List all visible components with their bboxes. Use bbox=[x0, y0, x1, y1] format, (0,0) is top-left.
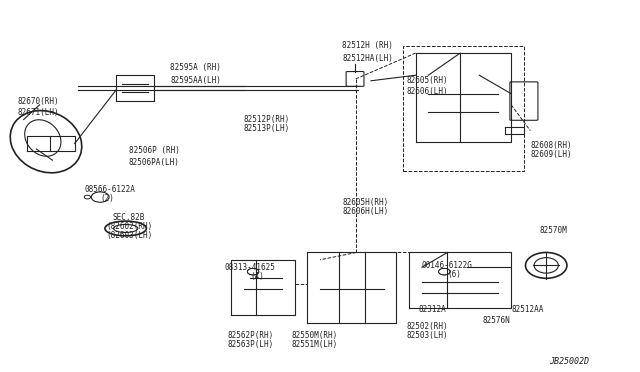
Text: 82551M(LH): 82551M(LH) bbox=[291, 340, 337, 349]
Text: 82606H(LH): 82606H(LH) bbox=[342, 207, 388, 217]
Text: 82506PA(LH): 82506PA(LH) bbox=[129, 157, 180, 167]
Text: 82609(LH): 82609(LH) bbox=[531, 150, 572, 159]
Text: 82513P(LH): 82513P(LH) bbox=[244, 124, 290, 133]
Text: (82602(RH): (82602(RH) bbox=[106, 222, 153, 231]
Text: 82671(LH): 82671(LH) bbox=[17, 108, 59, 117]
Text: 82563P(LH): 82563P(LH) bbox=[228, 340, 274, 349]
Text: 82512AA: 82512AA bbox=[511, 305, 543, 314]
Text: 82570M: 82570M bbox=[540, 226, 568, 235]
Text: 82605(RH): 82605(RH) bbox=[406, 76, 447, 85]
Text: (4): (4) bbox=[250, 272, 264, 281]
Text: 82512H (RH): 82512H (RH) bbox=[342, 41, 393, 50]
Text: 82503(LH): 82503(LH) bbox=[406, 331, 447, 340]
Text: 82606(LH): 82606(LH) bbox=[406, 87, 447, 96]
Text: SEC.82B: SEC.82B bbox=[113, 213, 145, 222]
Text: 82502(RH): 82502(RH) bbox=[406, 322, 447, 331]
Text: 82512P(RH): 82512P(RH) bbox=[244, 115, 290, 124]
Text: 82605H(RH): 82605H(RH) bbox=[342, 198, 388, 207]
Text: 82312A: 82312A bbox=[419, 305, 447, 314]
Text: 08566-6122A: 08566-6122A bbox=[84, 185, 135, 194]
Text: 82576N: 82576N bbox=[483, 316, 510, 325]
Text: 82562P(RH): 82562P(RH) bbox=[228, 331, 274, 340]
Text: 00146-6122G: 00146-6122G bbox=[422, 261, 473, 270]
Text: 82550M(RH): 82550M(RH) bbox=[291, 331, 337, 340]
Text: JB25002D: JB25002D bbox=[549, 357, 589, 366]
Text: (6): (6) bbox=[447, 270, 461, 279]
Text: 08313-41625: 08313-41625 bbox=[225, 263, 275, 272]
Text: 82595AA(LH): 82595AA(LH) bbox=[170, 76, 221, 85]
Text: 82608(RH): 82608(RH) bbox=[531, 141, 572, 150]
Text: 82670(RH): 82670(RH) bbox=[17, 97, 59, 106]
Text: (82603(LH): (82603(LH) bbox=[106, 231, 153, 240]
Ellipse shape bbox=[113, 224, 138, 232]
Text: 82512HA(LH): 82512HA(LH) bbox=[342, 54, 393, 63]
Text: 82506P (RH): 82506P (RH) bbox=[129, 147, 180, 155]
Text: 82595A (RH): 82595A (RH) bbox=[170, 63, 221, 72]
Text: (2): (2) bbox=[100, 195, 114, 203]
